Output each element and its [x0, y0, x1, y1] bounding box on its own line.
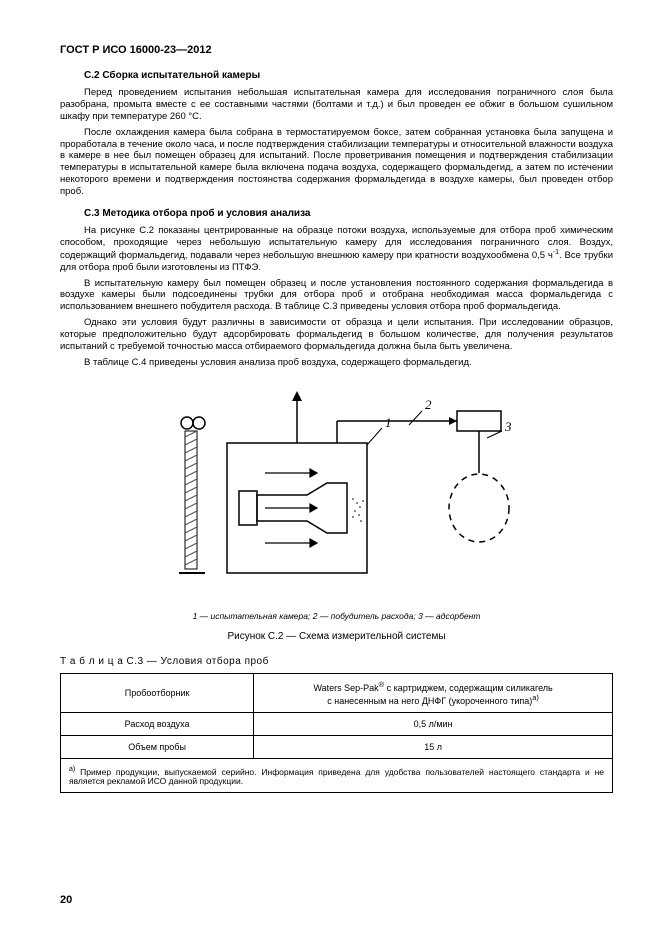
- paragraph-c3-2: В испытательную камеру был помещен образ…: [60, 278, 613, 314]
- cell-flow-value: 0,5 л/мин: [254, 712, 613, 735]
- paragraph-c3-1a: На рисунке С.2 показаны центрированные н…: [60, 225, 613, 261]
- figure-caption: Рисунок С.2 — Схема измерительной систем…: [60, 631, 613, 642]
- hatched-slab: [185, 431, 197, 569]
- cell-sampler-value-b: с картриджем, содержащим силикагель: [384, 683, 553, 693]
- section-c3-heading: С.3 Методика отбора проб и условия анали…: [84, 208, 613, 219]
- table-caption-rest: С.3 — Условия отбора проб: [123, 656, 269, 667]
- pump-ellipse: [449, 474, 509, 542]
- paragraph-c3-1: На рисунке С.2 показаны центрированные н…: [60, 225, 613, 274]
- page: ГОСТ Р ИСО 16000-23—2012 С.2 Сборка испы…: [0, 0, 661, 936]
- cell-sampler-value-c: с нанесенным на него ДНФГ (укороченного …: [327, 696, 532, 706]
- table-row: Пробоотборник Waters Sep-Pak® с картридж…: [61, 673, 613, 712]
- paragraph-c2-2: После охлаждения камера была собрана в т…: [60, 127, 613, 198]
- paragraph-c3-4: В таблице С.4 приведены условия анализа …: [60, 357, 613, 369]
- section-c2-heading: С.2 Сборка испытательной камеры: [84, 70, 613, 81]
- sampling-line: [337, 417, 457, 443]
- valve-circle-1: [181, 417, 193, 429]
- table-c3: Пробоотборник Waters Sep-Pak® с картридж…: [60, 673, 613, 794]
- diagram-label-1: 1: [385, 415, 392, 430]
- table-note-row: a) Пример продукции, выпускаемой серийно…: [61, 758, 613, 793]
- diagram-label-2: 2: [425, 397, 432, 412]
- table-note-text: Пример продукции, выпускаемой серийно. И…: [69, 766, 604, 786]
- valve-circle-2: [193, 417, 205, 429]
- adsorbent-box: [457, 411, 501, 431]
- cell-volume-value: 15 л: [254, 735, 613, 758]
- cell-volume-label: Объем пробы: [61, 735, 254, 758]
- diagram-label-3: 3: [504, 419, 512, 434]
- page-number: 20: [60, 894, 72, 906]
- note-ref-sup: a): [532, 693, 539, 702]
- cell-sampler-value-a: Waters Sep-Pak: [313, 683, 378, 693]
- cell-flow-label: Расход воздуха: [61, 712, 254, 735]
- legend-text-1: — испытательная камера;: [197, 611, 312, 621]
- figure-legend: 1 — испытательная камера; 2 — побудитель…: [60, 611, 613, 621]
- table-row: Расход воздуха 0,5 л/мин: [61, 712, 613, 735]
- diagram-svg: 1 2 3: [157, 383, 517, 598]
- table-note-cell: a) Пример продукции, выпускаемой серийно…: [61, 758, 613, 793]
- legend-text-3: — адсорбент: [423, 611, 481, 621]
- doc-title: ГОСТ Р ИСО 16000-23—2012: [60, 44, 613, 56]
- cell-sampler-label: Пробоотборник: [61, 673, 254, 712]
- legend-text-2: — побудитель расхода;: [317, 611, 418, 621]
- spray-dots: [352, 498, 364, 522]
- paragraph-c2-1: Перед проведением испытания небольшая ис…: [60, 87, 613, 123]
- paragraph-c3-3: Однако эти условия будут различны в зави…: [60, 317, 613, 353]
- flow-arrows: [265, 469, 317, 547]
- cell-sampler-value: Waters Sep-Pak® с картриджем, содержащим…: [254, 673, 613, 712]
- table-row: Объем пробы 15 л: [61, 735, 613, 758]
- table-caption: Т а б л и ц а С.3 — Условия отбора проб: [60, 656, 613, 667]
- outlet-arrowhead: [292, 391, 302, 401]
- figure-c2: 1 2 3: [157, 383, 517, 603]
- table-caption-prefix: Т а б л и ц а: [60, 656, 123, 667]
